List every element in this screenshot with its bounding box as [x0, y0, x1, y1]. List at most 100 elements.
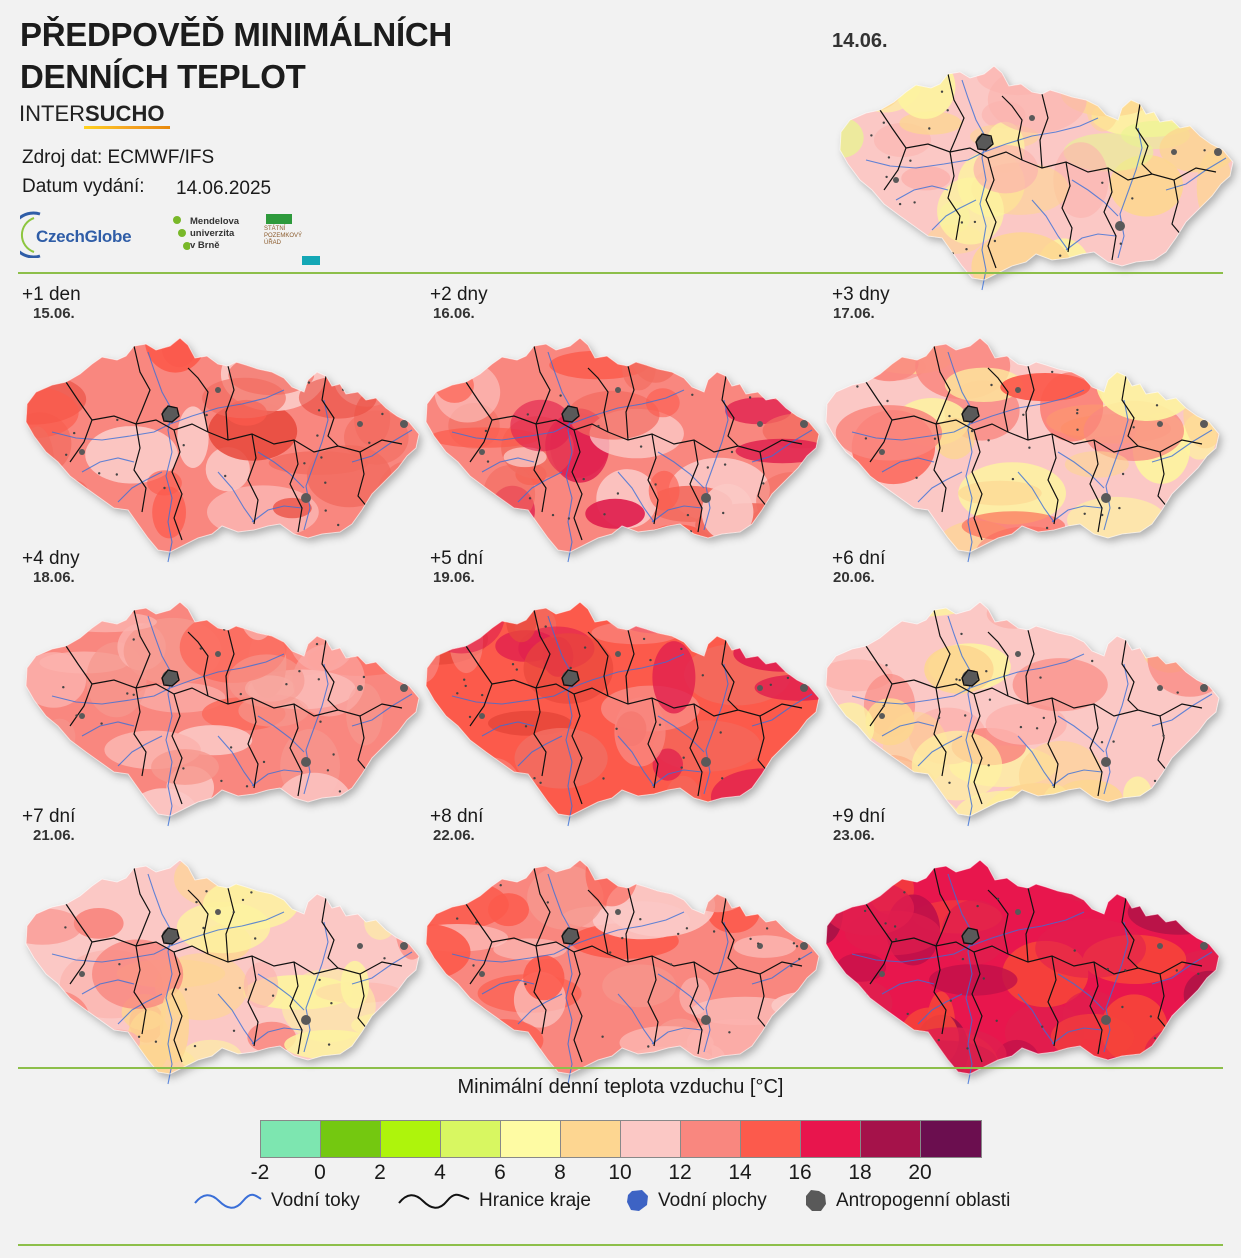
- urban-area: [1115, 221, 1125, 231]
- river: [851, 423, 971, 441]
- settlement-dot: [792, 942, 796, 945]
- settlement-dot: [728, 1031, 731, 1034]
- settlement-dot: [1106, 967, 1109, 971]
- settlement-dot: [965, 248, 968, 251]
- settlement-dot: [915, 476, 918, 479]
- settlement-dot: [856, 385, 859, 388]
- river: [703, 921, 729, 1053]
- temperature-zone: [159, 988, 189, 1063]
- river: [251, 769, 303, 787]
- settlement-dot: [202, 926, 205, 930]
- temperature-zone: [26, 338, 43, 357]
- settlement-dot: [137, 1035, 141, 1038]
- region-border: [689, 961, 703, 1055]
- settlement-dot: [400, 730, 404, 733]
- forecast-panel-day-6: +6 dní 20.06.: [822, 548, 1222, 827]
- settlement-dot: [973, 220, 977, 224]
- temperature-zone: [987, 66, 1087, 133]
- settlement-dot: [199, 647, 202, 650]
- settlement-dot: [88, 792, 91, 795]
- river: [547, 873, 573, 1085]
- settlement-dot: [691, 393, 694, 396]
- temperature-zone: [351, 1012, 419, 1039]
- issue-date-value: 14.06.2025: [176, 178, 272, 199]
- scale-cell: [441, 1121, 501, 1157]
- temperature-zone: [1178, 602, 1209, 631]
- urban-area: [479, 971, 485, 977]
- river: [969, 911, 1085, 947]
- settlement-dot: [1073, 949, 1076, 952]
- temperature-zone: [1183, 66, 1214, 94]
- settlement-dot: [486, 460, 490, 463]
- region-border: [133, 945, 147, 1035]
- settlement-dot: [616, 492, 620, 495]
- scale-cell: [501, 1121, 561, 1157]
- settlement-dot: [752, 383, 755, 386]
- settlement-dot: [582, 477, 585, 481]
- region-border: [891, 679, 1009, 697]
- settlement-dot: [238, 986, 241, 990]
- prague-border: [161, 669, 180, 687]
- river: [217, 471, 255, 523]
- settlement-dot: [482, 361, 485, 364]
- urban-area: [1157, 421, 1163, 427]
- temperature-zone: [1096, 346, 1198, 421]
- temperature-zone: [1109, 154, 1184, 217]
- temperature-zone: [92, 939, 184, 1009]
- settlement-dot: [524, 982, 527, 986]
- settlement-dot: [1083, 512, 1086, 515]
- settlement-dot: [1124, 969, 1127, 972]
- settlement-dot: [960, 221, 964, 224]
- prague-border: [561, 405, 580, 423]
- settlement-dot: [75, 714, 78, 717]
- settlement-dot: [528, 497, 532, 500]
- temperature-zone: [585, 498, 645, 529]
- urban-area: [800, 942, 808, 950]
- river: [1017, 471, 1055, 523]
- settlement-dot: [982, 977, 985, 980]
- river: [481, 457, 535, 473]
- temperature-zone: [896, 1027, 1007, 1074]
- region-border: [933, 945, 947, 1035]
- region-border: [721, 897, 739, 969]
- settlement-dot: [1076, 428, 1079, 431]
- urban-area: [879, 449, 885, 455]
- region-border: [587, 367, 609, 433]
- region-border: [1047, 433, 1059, 525]
- river: [851, 945, 971, 963]
- settlement-dot: [885, 175, 888, 179]
- region-border: [1121, 897, 1139, 969]
- settlement-dot: [222, 883, 225, 886]
- settlement-dot: [1162, 734, 1165, 737]
- temperature-zone: [870, 338, 923, 353]
- settlement-dot: [279, 373, 282, 376]
- settlement-dot: [1045, 526, 1049, 530]
- settlement-dot: [903, 891, 906, 894]
- forecast-offset: +2 dny: [430, 284, 488, 305]
- urban-area: [1101, 757, 1111, 767]
- forecast-date: 22.06.: [433, 827, 475, 844]
- settlement-dot: [749, 937, 752, 941]
- settlement-dot: [677, 932, 680, 936]
- spu-logo: STÁTNÍ POZEMKOVÝ ÚŘAD: [264, 214, 324, 269]
- prague-border: [161, 405, 180, 423]
- settlement-dot: [317, 409, 321, 412]
- settlement-dot: [1153, 1037, 1157, 1040]
- river: [169, 911, 285, 947]
- river: [117, 993, 163, 1025]
- region-border: [533, 687, 547, 777]
- river: [257, 715, 305, 753]
- forecast-offset: +6 dní: [832, 548, 886, 569]
- settlement-dot: [706, 466, 709, 469]
- region-border: [225, 365, 235, 441]
- settlement-dot: [205, 890, 208, 893]
- divider-legend: [18, 1067, 1223, 1069]
- settlement-dot: [987, 439, 990, 442]
- river: [1151, 693, 1213, 727]
- temperature-zone: [826, 702, 875, 753]
- region-border: [971, 693, 983, 805]
- temperature-zone: [426, 602, 505, 654]
- river: [481, 721, 535, 737]
- settlement-dot: [1028, 446, 1031, 449]
- region-border: [321, 897, 339, 969]
